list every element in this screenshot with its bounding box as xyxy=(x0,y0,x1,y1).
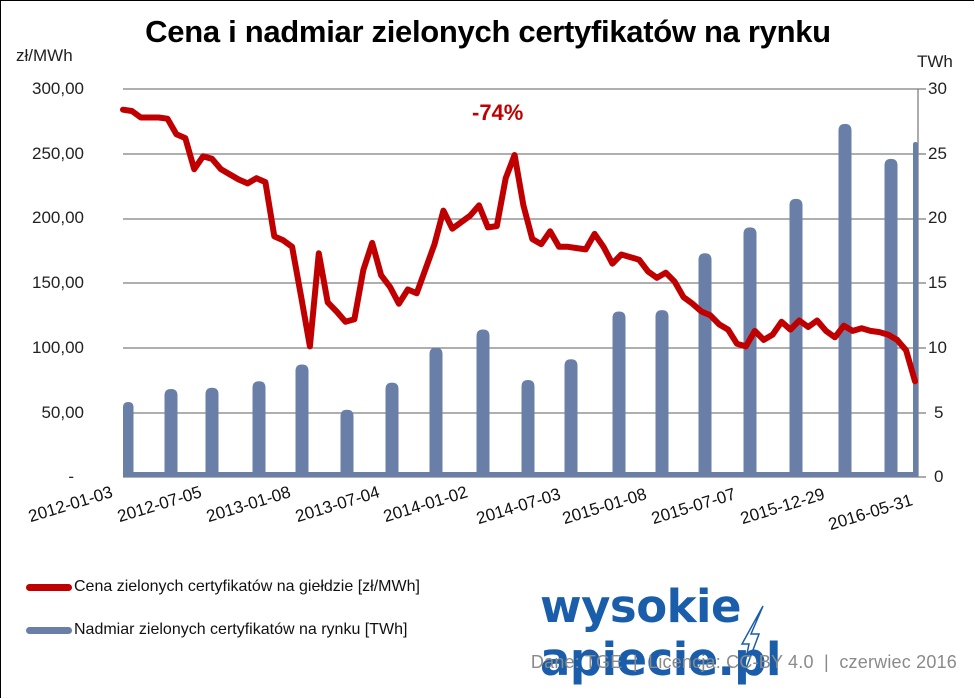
surplus-bar xyxy=(521,380,535,477)
surplus-bar xyxy=(295,364,309,477)
price-line-series xyxy=(120,106,918,385)
left-tick: 150,00 xyxy=(32,273,84,292)
right-axis-unit: TWh xyxy=(917,52,953,71)
chart-title: Cena i nadmiar zielonych certyfikatów na… xyxy=(145,14,831,49)
left-axis-unit: zł/MWh xyxy=(16,46,73,65)
surplus-bar xyxy=(340,409,354,477)
right-tick: 15 xyxy=(928,273,947,292)
right-tick: 20 xyxy=(928,208,947,227)
surplus-bar xyxy=(655,310,669,477)
legend-swatch-red-icon xyxy=(26,583,72,591)
legend-item-surplus: Nadmiar zielonych certyfikatów na rynku … xyxy=(26,621,407,639)
legend-label: Nadmiar zielonych certyfikatów na rynku … xyxy=(74,621,408,638)
right-tick: 5 xyxy=(934,403,944,422)
surplus-bar xyxy=(564,359,578,477)
logo-text-right: apiecie.pl xyxy=(540,633,781,686)
brand-logo: wysokie apiecie.pl xyxy=(540,580,975,686)
surplus-bar xyxy=(913,142,918,477)
logo-text-left: wysokie xyxy=(540,580,741,633)
surplus-bar xyxy=(205,387,219,477)
right-tick: 30 xyxy=(928,79,947,98)
surplus-bar xyxy=(429,347,443,477)
right-tick: 0 xyxy=(934,467,944,486)
right-tick: 10 xyxy=(928,338,947,357)
left-tick: - xyxy=(68,467,74,486)
surplus-bar xyxy=(252,381,266,477)
surplus-bar xyxy=(698,253,712,477)
surplus-bar xyxy=(838,123,852,478)
source-footer: Dane: TGE | Licencja: CC-BY 4.0 | czerwi… xyxy=(530,652,957,672)
left-tick: 200,00 xyxy=(32,208,84,227)
left-tick: 100,00 xyxy=(32,338,84,357)
left-tick: 50,00 xyxy=(41,403,84,422)
surplus-bar xyxy=(123,401,134,477)
surplus-bar xyxy=(612,311,626,477)
surplus-bar xyxy=(385,382,399,477)
surplus-bar xyxy=(789,198,803,477)
surplus-bar xyxy=(164,389,178,477)
legend-label: Cena zielonych certyfikatów na giełdzie … xyxy=(74,578,420,595)
right-tick: 25 xyxy=(928,144,947,163)
surplus-bar xyxy=(743,227,757,477)
legend-item-price: Cena zielonych certyfikatów na giełdzie … xyxy=(26,578,420,596)
left-tick: 250,00 xyxy=(32,144,84,163)
surplus-bar xyxy=(476,329,490,477)
surplus-bar xyxy=(884,158,898,477)
change-annotation: -74% xyxy=(472,100,524,125)
surplus-bars-series xyxy=(123,123,918,478)
left-tick: 300,00 xyxy=(32,79,84,98)
legend-swatch-blue-icon xyxy=(26,626,72,634)
